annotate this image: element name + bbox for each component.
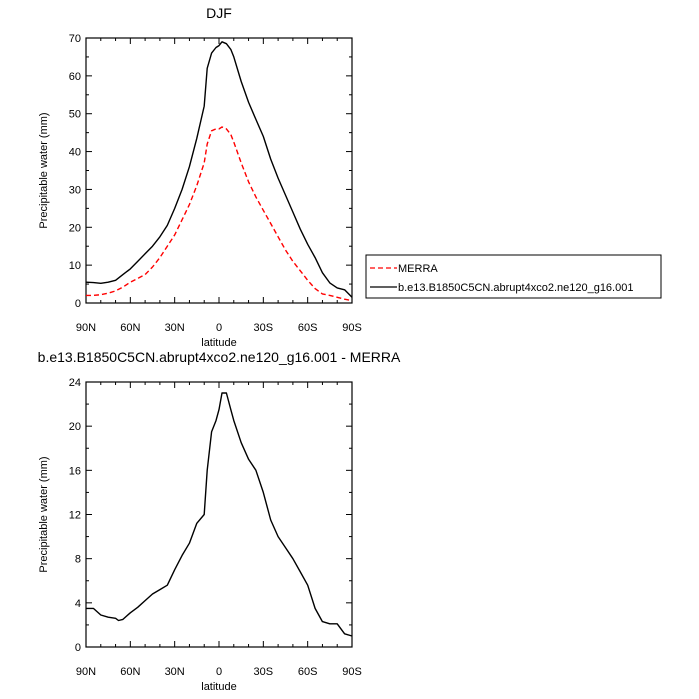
y-tick-label: 12 [69,510,81,522]
x-tick-label: 60S [298,666,318,678]
y-tick-label: 10 [69,260,81,272]
y-tick-label: 20 [69,222,81,234]
plot-frame [85,381,353,648]
y-tick-label: 70 [69,33,81,45]
chart-title: DJF [206,5,232,21]
legend-label-merra: MERRA [398,263,438,275]
y-tick-label: 30 [69,184,81,196]
x-tick-label: 90S [342,322,362,334]
x-tick-label: 0 [216,322,222,334]
axis-ticks: 0 10 20 30 40 50 60 70 90N 60N 30N 0 30S 60S 90S [69,33,362,334]
legend-label-model: b.e13.B1850C5CN.abrupt4xco2.ne120_g16.00… [398,282,633,294]
x-tick-label: 90N [76,322,96,334]
merra-series-line [86,126,353,302]
chart-title: b.e13.B1850C5CN.abrupt4xco2.ne120_g16.00… [38,349,401,365]
djf-panel: DJF 0 10 20 30 40 50 60 70 90N 60N 30N 0 30S 60S 90S l… [38,5,362,349]
x-tick-label: 30N [165,322,185,334]
x-tick-label: 30S [254,322,274,334]
axis-ticks: 0 4 8 12 16 20 24 90N 60N 30N 0 30S 60S 90S [69,377,362,678]
x-tick-label: 90S [342,666,362,678]
x-tick-label: 30S [254,666,274,678]
legend-box [365,254,662,299]
series-lines [85,41,353,302]
y-axis-label: Precipitable water (mm) [38,112,50,228]
y-tick-label: 16 [69,465,81,477]
y-tick-label: 40 [69,147,81,159]
difference-panel: b.e13.B1850C5CN.abrupt4xco2.ne120_g16.00… [38,349,401,693]
y-tick-label: 8 [75,554,81,566]
y-tick-label: 20 [69,421,81,433]
legend: MERRA b.e13.B1850C5CN.abrupt4xco2.ne120_… [365,254,662,299]
model-series-line [85,41,353,298]
y-tick-label: 60 [69,71,81,83]
x-tick-label: 0 [216,666,222,678]
y-tick-label: 24 [69,377,81,389]
x-tick-label: 60N [120,666,140,678]
x-axis-label: latitude [201,681,236,693]
x-tick-label: 30N [165,666,185,678]
x-tick-label: 60N [120,322,140,334]
x-tick-label: 90N [76,666,96,678]
y-tick-label: 0 [75,642,81,654]
y-tick-label: 50 [69,109,81,121]
y-axis-label: Precipitable water (mm) [38,456,50,572]
x-axis-label: latitude [201,337,236,349]
plot-frame [85,37,353,304]
difference-series-line [86,392,353,637]
y-tick-label: 4 [75,598,81,610]
series-lines [86,392,353,637]
y-tick-label: 0 [75,298,81,310]
x-tick-label: 60S [298,322,318,334]
